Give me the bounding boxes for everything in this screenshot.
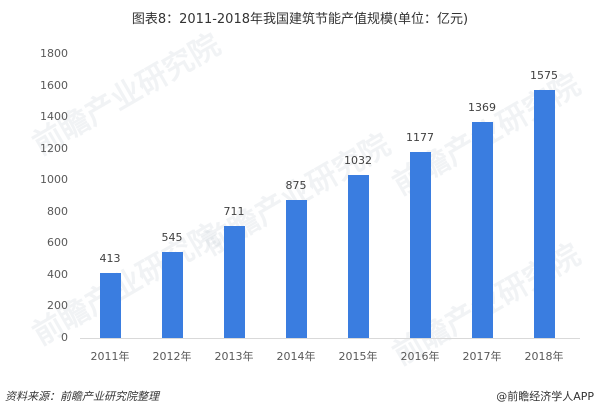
bar (161, 252, 183, 338)
source-note: 资料来源：前瞻产业研究院整理 (5, 390, 159, 403)
value-label: 413 (99, 251, 121, 265)
bar (471, 122, 493, 338)
bar (223, 225, 245, 338)
value-label: 1369 (468, 101, 496, 114)
bar (285, 199, 307, 338)
value-label: 545 (161, 231, 183, 244)
y-tick-label: 600 (47, 236, 68, 250)
x-axis-line (80, 338, 580, 339)
y-tick-label: 1600 (40, 78, 68, 92)
bar (533, 89, 555, 338)
bar (347, 175, 369, 338)
bar (409, 152, 431, 338)
y-tick-label: 1800 (40, 47, 68, 60)
y-tick-label: 1200 (40, 141, 68, 155)
y-tick-label: 0 (61, 331, 68, 344)
x-tick-label: 2013年 (214, 350, 254, 363)
value-label: 1177 (406, 131, 434, 145)
y-tick-label: 1000 (40, 173, 68, 187)
x-tick-label: 2017年 (462, 350, 502, 363)
x-tick-label: 2018年 (524, 350, 564, 363)
y-tick-label: 1400 (40, 110, 68, 124)
x-tick-label: 2012年 (152, 350, 192, 363)
bar (99, 272, 121, 338)
chart-title: 图表8：2011-2018年我国建筑节能产值规模(单位：亿元) (131, 12, 469, 27)
value-label: 1032 (344, 154, 372, 168)
x-tick-label: 2014年 (276, 350, 316, 363)
value-label: 1575 (530, 68, 558, 82)
y-tick-label: 800 (47, 204, 68, 218)
y-tick-label: 400 (47, 267, 68, 281)
x-tick-label: 2011年 (90, 350, 130, 363)
x-tick-label: 2016年 (400, 350, 440, 363)
y-tick-label: 200 (47, 299, 68, 313)
x-tick-label: 2015年 (338, 350, 378, 363)
brand-credit: @前瞻经济学人APP (496, 390, 594, 403)
value-label: 711 (223, 204, 245, 218)
value-label: 875 (285, 178, 307, 192)
